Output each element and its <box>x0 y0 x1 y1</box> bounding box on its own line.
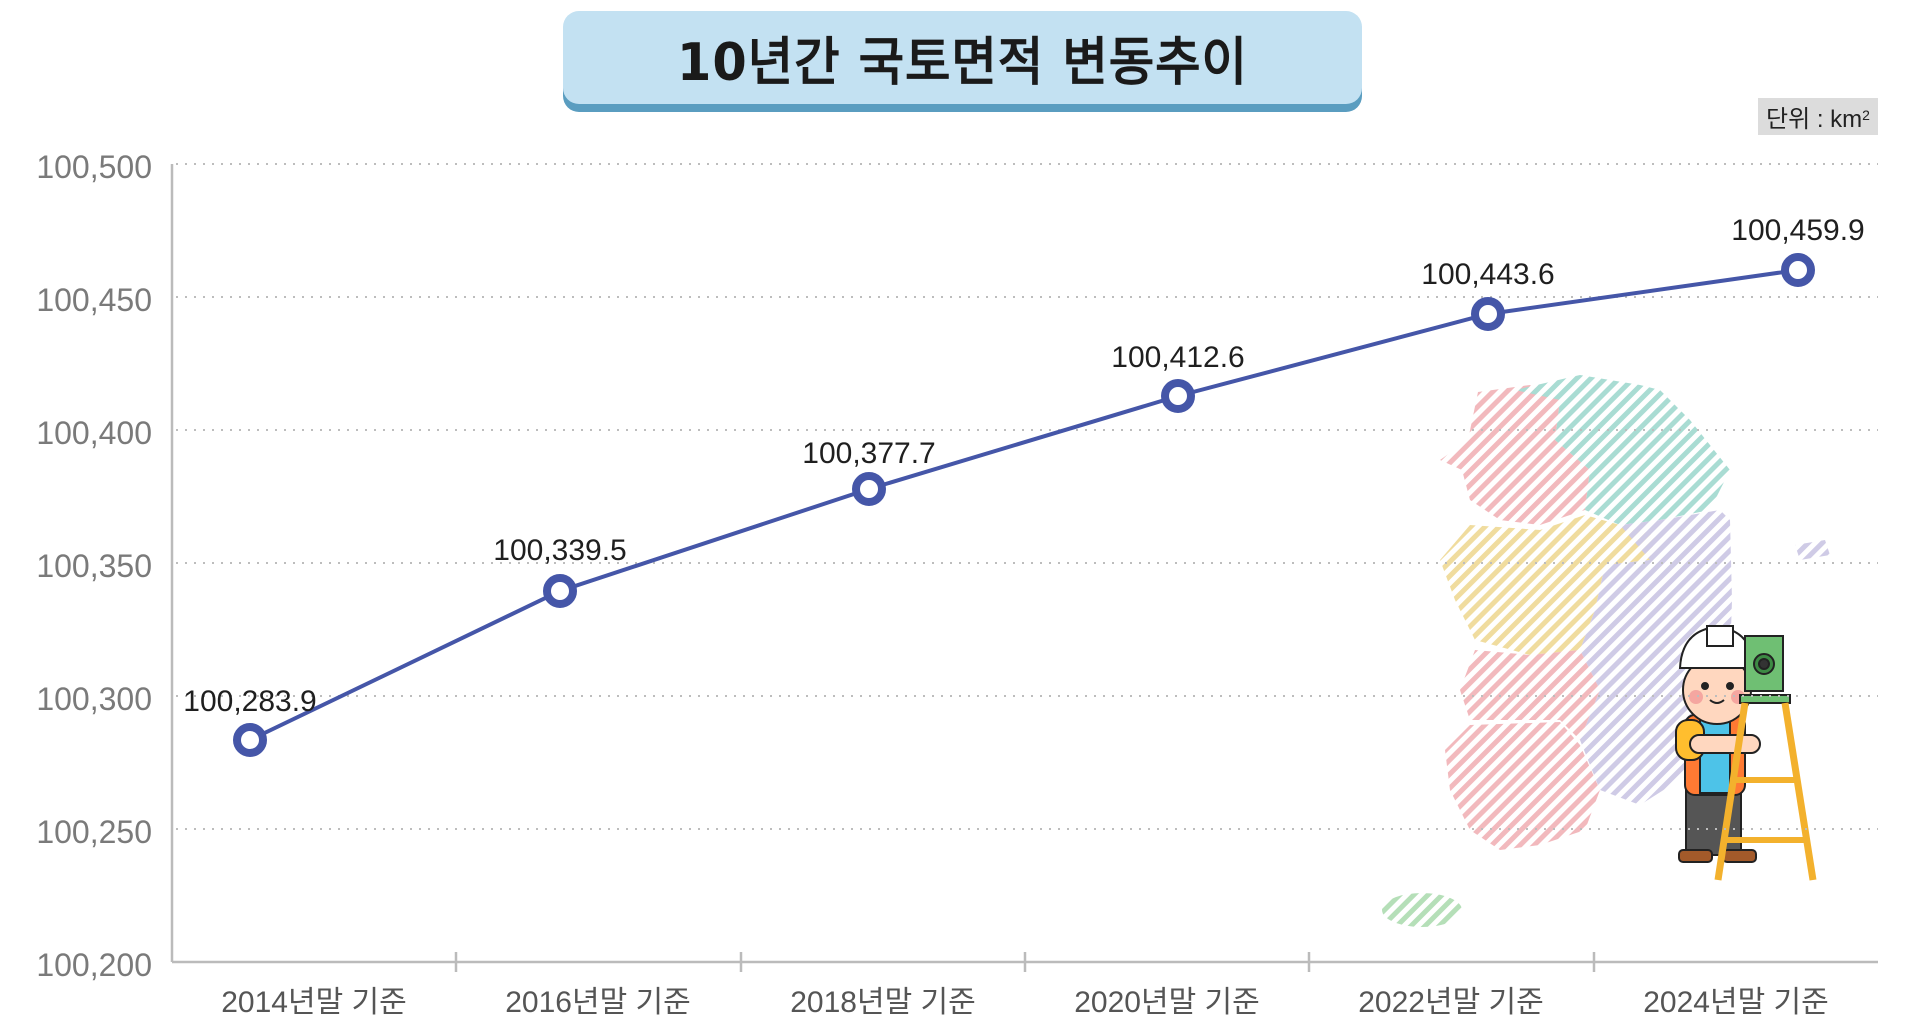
data-label: 100,339.5 <box>493 534 626 567</box>
data-label: 100,283.9 <box>183 685 316 718</box>
data-label: 100,459.9 <box>1731 214 1864 247</box>
data-label: 100,377.7 <box>802 437 935 470</box>
title-banner-face: 10년간 국토면적 변동추이 <box>563 11 1362 104</box>
x-tick: 2018년말 기준 <box>790 986 975 1019</box>
y-tick: 100,250 <box>36 814 152 850</box>
chart-title: 10년간 국토면적 변동추이 <box>677 33 1248 93</box>
data-label: 100,443.6 <box>1421 258 1554 291</box>
x-tick: 2016년말 기준 <box>505 986 690 1019</box>
surveyor-character-icon <box>1675 625 1817 881</box>
unit-superscript: 2 <box>1862 106 1870 123</box>
y-tick: 100,450 <box>36 282 152 318</box>
title-banner: 10년간 국토면적 변동추이 <box>563 11 1362 112</box>
data-point[interactable] <box>543 574 577 608</box>
x-tick: 2020년말 기준 <box>1074 986 1259 1019</box>
y-tick: 100,500 <box>36 149 152 185</box>
unit-text: 단위 : km <box>1766 106 1863 133</box>
x-axis-labels: 2014년말 기준 2016년말 기준 2018년말 기준 2020년말 기준 … <box>221 986 1828 1019</box>
x-tick: 2014년말 기준 <box>221 986 406 1019</box>
y-tick: 100,400 <box>36 415 152 451</box>
y-tick: 100,300 <box>36 681 152 717</box>
data-labels: 100,283.9 100,339.5 100,377.7 100,412.6 … <box>183 214 1864 718</box>
x-tick: 2024년말 기준 <box>1643 986 1828 1019</box>
axes <box>170 164 1878 972</box>
data-markers <box>233 253 1815 757</box>
x-tick: 2022년말 기준 <box>1358 986 1543 1019</box>
data-point[interactable] <box>233 723 267 757</box>
data-label: 100,412.6 <box>1111 341 1244 374</box>
series-line <box>249 268 1799 742</box>
data-point[interactable] <box>852 472 886 506</box>
data-point[interactable] <box>1781 253 1815 287</box>
y-tick: 100,350 <box>36 548 152 584</box>
y-tick: 100,200 <box>36 947 152 983</box>
data-point[interactable] <box>1161 379 1195 413</box>
unit-label: 단위 : km 2 <box>1758 98 1878 135</box>
data-point[interactable] <box>1471 297 1505 331</box>
y-axis-labels: 100,200 100,250 100,300 100,350 100,400 … <box>36 149 152 983</box>
